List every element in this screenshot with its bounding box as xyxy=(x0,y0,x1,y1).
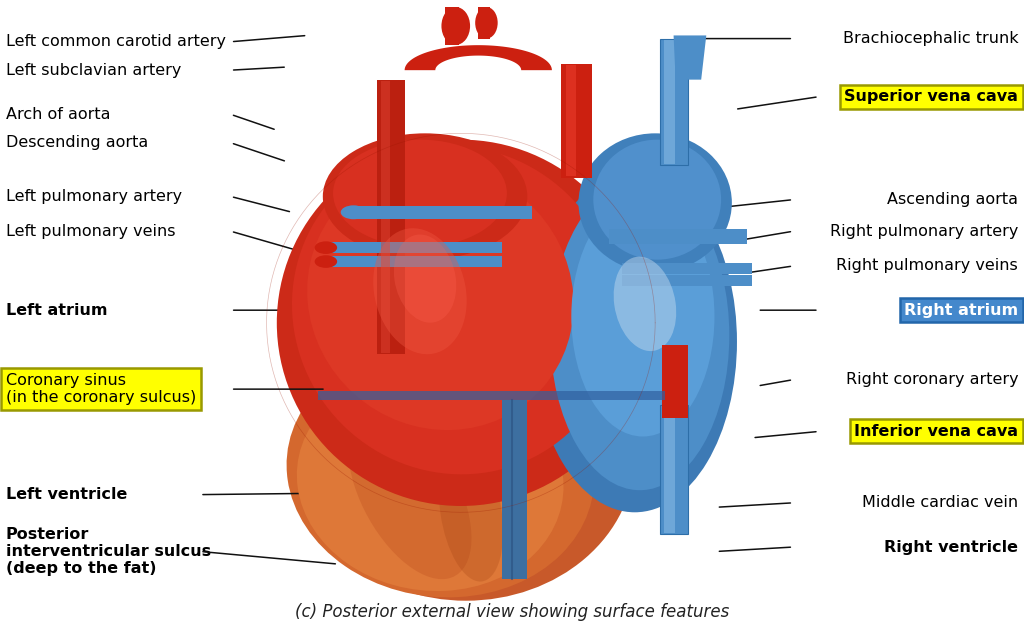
Polygon shape xyxy=(326,256,502,267)
Polygon shape xyxy=(478,7,489,39)
Text: Left common carotid artery: Left common carotid artery xyxy=(6,34,226,49)
Polygon shape xyxy=(623,263,753,273)
Polygon shape xyxy=(623,275,753,286)
Text: Right ventricle: Right ventricle xyxy=(884,539,1018,555)
Text: Left atrium: Left atrium xyxy=(6,303,108,318)
Text: Left ventricle: Left ventricle xyxy=(6,487,127,502)
Text: Coronary sinus
(in the coronary sulcus): Coronary sinus (in the coronary sulcus) xyxy=(6,373,196,405)
Text: (c) Posterior external view showing surface features: (c) Posterior external view showing surf… xyxy=(295,603,729,621)
Ellipse shape xyxy=(341,205,367,219)
Text: Right pulmonary veins: Right pulmonary veins xyxy=(837,258,1018,273)
Polygon shape xyxy=(665,406,675,533)
Ellipse shape xyxy=(550,180,729,490)
Text: Right coronary artery: Right coronary artery xyxy=(846,372,1018,387)
Text: Left pulmonary artery: Left pulmonary artery xyxy=(6,189,182,204)
Text: Descending aorta: Descending aorta xyxy=(6,135,148,150)
Polygon shape xyxy=(660,405,688,534)
Polygon shape xyxy=(381,81,390,353)
Polygon shape xyxy=(561,64,592,177)
Text: Left pulmonary veins: Left pulmonary veins xyxy=(6,223,175,239)
Polygon shape xyxy=(377,80,404,354)
Text: Middle cardiac vein: Middle cardiac vein xyxy=(862,496,1018,510)
Text: Posterior
interventricular sulcus
(deep to the fat): Posterior interventricular sulcus (deep … xyxy=(6,527,211,577)
Ellipse shape xyxy=(593,140,721,260)
Polygon shape xyxy=(326,242,502,253)
Ellipse shape xyxy=(333,140,507,247)
Text: Left subclavian artery: Left subclavian artery xyxy=(6,63,181,78)
Ellipse shape xyxy=(287,345,594,598)
Text: Right atrium: Right atrium xyxy=(904,303,1018,318)
Ellipse shape xyxy=(394,235,457,323)
Ellipse shape xyxy=(571,196,715,437)
Polygon shape xyxy=(665,40,675,164)
Text: Inferior vena cava: Inferior vena cava xyxy=(854,424,1018,439)
Ellipse shape xyxy=(441,7,470,45)
Ellipse shape xyxy=(307,165,573,430)
Polygon shape xyxy=(404,45,552,70)
Polygon shape xyxy=(502,400,527,579)
Text: Superior vena cava: Superior vena cava xyxy=(845,89,1018,104)
Ellipse shape xyxy=(314,241,337,254)
Text: Arch of aorta: Arch of aorta xyxy=(6,107,111,122)
Ellipse shape xyxy=(297,370,563,591)
Polygon shape xyxy=(353,206,532,218)
Ellipse shape xyxy=(292,146,620,474)
Ellipse shape xyxy=(323,134,527,260)
Polygon shape xyxy=(566,65,577,176)
Ellipse shape xyxy=(348,408,471,579)
Ellipse shape xyxy=(475,7,498,39)
Text: Brachiocephalic trunk: Brachiocephalic trunk xyxy=(843,31,1018,46)
Polygon shape xyxy=(660,39,688,165)
Ellipse shape xyxy=(297,310,635,601)
Text: Ascending aorta: Ascending aorta xyxy=(887,192,1018,207)
Ellipse shape xyxy=(613,256,676,351)
Polygon shape xyxy=(674,35,707,80)
Ellipse shape xyxy=(374,229,467,354)
Ellipse shape xyxy=(276,140,645,506)
Ellipse shape xyxy=(532,172,737,512)
Ellipse shape xyxy=(439,443,503,582)
Polygon shape xyxy=(317,391,666,400)
Text: Right pulmonary artery: Right pulmonary artery xyxy=(829,223,1018,239)
Ellipse shape xyxy=(314,255,337,268)
Polygon shape xyxy=(663,345,688,418)
Polygon shape xyxy=(609,229,748,244)
Polygon shape xyxy=(444,7,459,45)
Ellipse shape xyxy=(579,134,732,272)
